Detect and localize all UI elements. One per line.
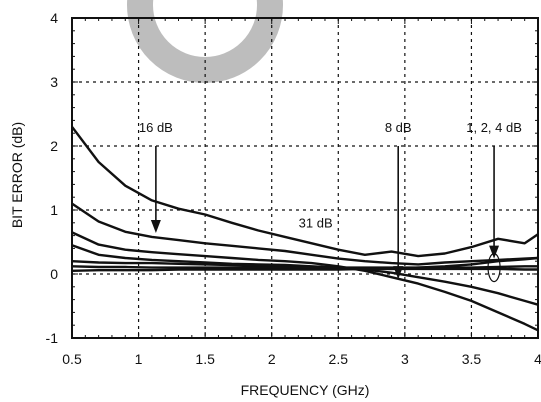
annotation-label-31db: 31 dB: [299, 215, 333, 230]
y-axis-title: BIT ERROR (dB): [9, 122, 25, 228]
tick-marks: [71, 17, 539, 339]
y-tick-label: 1: [50, 202, 58, 218]
series-line-2: [71, 202, 539, 266]
annotation-label-16db: 16 dB: [139, 120, 173, 135]
x-axis-title: FREQUENCY (GHz): [241, 382, 370, 398]
x-tick-label: 1: [135, 351, 143, 367]
annotation-arrowhead-124db: [489, 245, 500, 259]
x-tick-label: 3: [401, 351, 409, 367]
x-tick-label: 0.5: [62, 351, 82, 367]
series-line-3: [71, 231, 539, 332]
series-line-1: [71, 126, 539, 258]
annotation-ellipse-124db: [487, 253, 501, 283]
annotation-label-8db: 8 dB: [385, 120, 412, 135]
y-tick-labels: 4 3 2 1 0 -1: [46, 10, 59, 346]
plot-frame: [71, 17, 539, 339]
x-tick-label: 1.5: [195, 351, 215, 367]
annotation-label-124db: 1, 2, 4 dB: [466, 120, 522, 135]
series-line-6: [71, 265, 538, 269]
y-tick-label: 3: [50, 74, 58, 90]
annotation-arrowhead-8db: [393, 266, 404, 280]
grid-lines: [72, 18, 538, 338]
y-tick-label: -1: [46, 330, 59, 346]
y-tick-label: 4: [50, 10, 58, 26]
y-tick-label: 2: [50, 138, 58, 154]
x-tick-label: 2: [268, 351, 276, 367]
annotation-arrowhead-16db: [150, 220, 161, 234]
y-tick-label: 0: [50, 266, 58, 282]
series-group: [71, 126, 539, 332]
x-tick-labels: 0.5 1 1.5 2 2.5 3 3.5 4: [62, 351, 541, 367]
x-tick-label: 2.5: [329, 351, 349, 367]
series-line-7: [71, 267, 538, 272]
x-tick-label: 3.5: [462, 351, 482, 367]
annotations: 16 dB 31 dB 8 dB 1, 2, 4 dB: [139, 120, 522, 283]
x-tick-label: 4: [534, 351, 541, 367]
